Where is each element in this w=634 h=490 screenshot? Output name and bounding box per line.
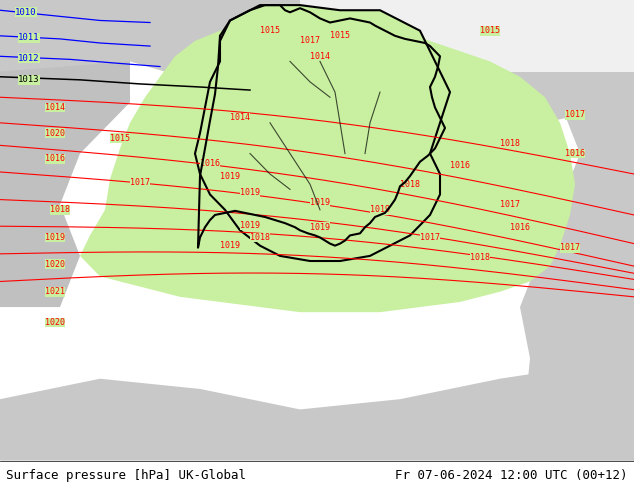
Text: 1018: 1018 <box>400 180 420 189</box>
Text: 1019: 1019 <box>45 233 65 242</box>
Text: 1011: 1011 <box>18 33 39 42</box>
Text: 1019: 1019 <box>370 205 390 214</box>
Polygon shape <box>0 0 130 307</box>
Text: 1015: 1015 <box>110 134 130 143</box>
Text: 1017: 1017 <box>500 200 520 209</box>
Text: 1014: 1014 <box>230 113 250 122</box>
Text: Fr 07-06-2024 12:00 UTC (00+12): Fr 07-06-2024 12:00 UTC (00+12) <box>395 469 628 482</box>
Polygon shape <box>300 0 634 72</box>
Polygon shape <box>80 21 575 312</box>
Text: 1016: 1016 <box>510 223 530 232</box>
Text: 1017: 1017 <box>420 233 440 242</box>
Polygon shape <box>0 358 634 461</box>
Text: 1012: 1012 <box>18 54 39 63</box>
Text: 1019: 1019 <box>240 188 260 197</box>
Text: 1019: 1019 <box>310 198 330 207</box>
Text: 1021: 1021 <box>45 287 65 296</box>
Polygon shape <box>195 5 450 261</box>
Text: 1019: 1019 <box>220 172 240 180</box>
Text: 1016: 1016 <box>200 159 220 168</box>
Text: 1015: 1015 <box>330 31 350 40</box>
Text: 1014: 1014 <box>310 52 330 61</box>
Text: 1015: 1015 <box>480 26 500 35</box>
Text: 1016: 1016 <box>565 149 585 158</box>
Polygon shape <box>0 0 634 143</box>
Text: 1018: 1018 <box>250 233 270 242</box>
Text: 1017: 1017 <box>560 243 580 252</box>
Text: 1010: 1010 <box>15 8 37 17</box>
Text: 1019: 1019 <box>220 241 240 250</box>
Text: 1014: 1014 <box>45 103 65 112</box>
Text: 1016: 1016 <box>45 154 65 163</box>
Polygon shape <box>520 0 634 461</box>
Text: 1020: 1020 <box>45 128 65 138</box>
Text: Surface pressure [hPa] UK-Global: Surface pressure [hPa] UK-Global <box>6 469 247 482</box>
Text: 1017: 1017 <box>565 110 585 119</box>
Text: 1018: 1018 <box>50 205 70 214</box>
Text: 1016: 1016 <box>450 161 470 171</box>
Text: 1019: 1019 <box>240 220 260 230</box>
Text: 1020: 1020 <box>45 260 65 269</box>
Text: 1018: 1018 <box>500 139 520 148</box>
Text: 1017: 1017 <box>300 36 320 46</box>
Text: 1017: 1017 <box>130 178 150 187</box>
Text: 1020: 1020 <box>45 318 65 327</box>
Text: 1015: 1015 <box>260 26 280 35</box>
Text: 1019: 1019 <box>310 223 330 232</box>
Text: 1018: 1018 <box>470 253 490 263</box>
Text: 1013: 1013 <box>18 75 39 84</box>
